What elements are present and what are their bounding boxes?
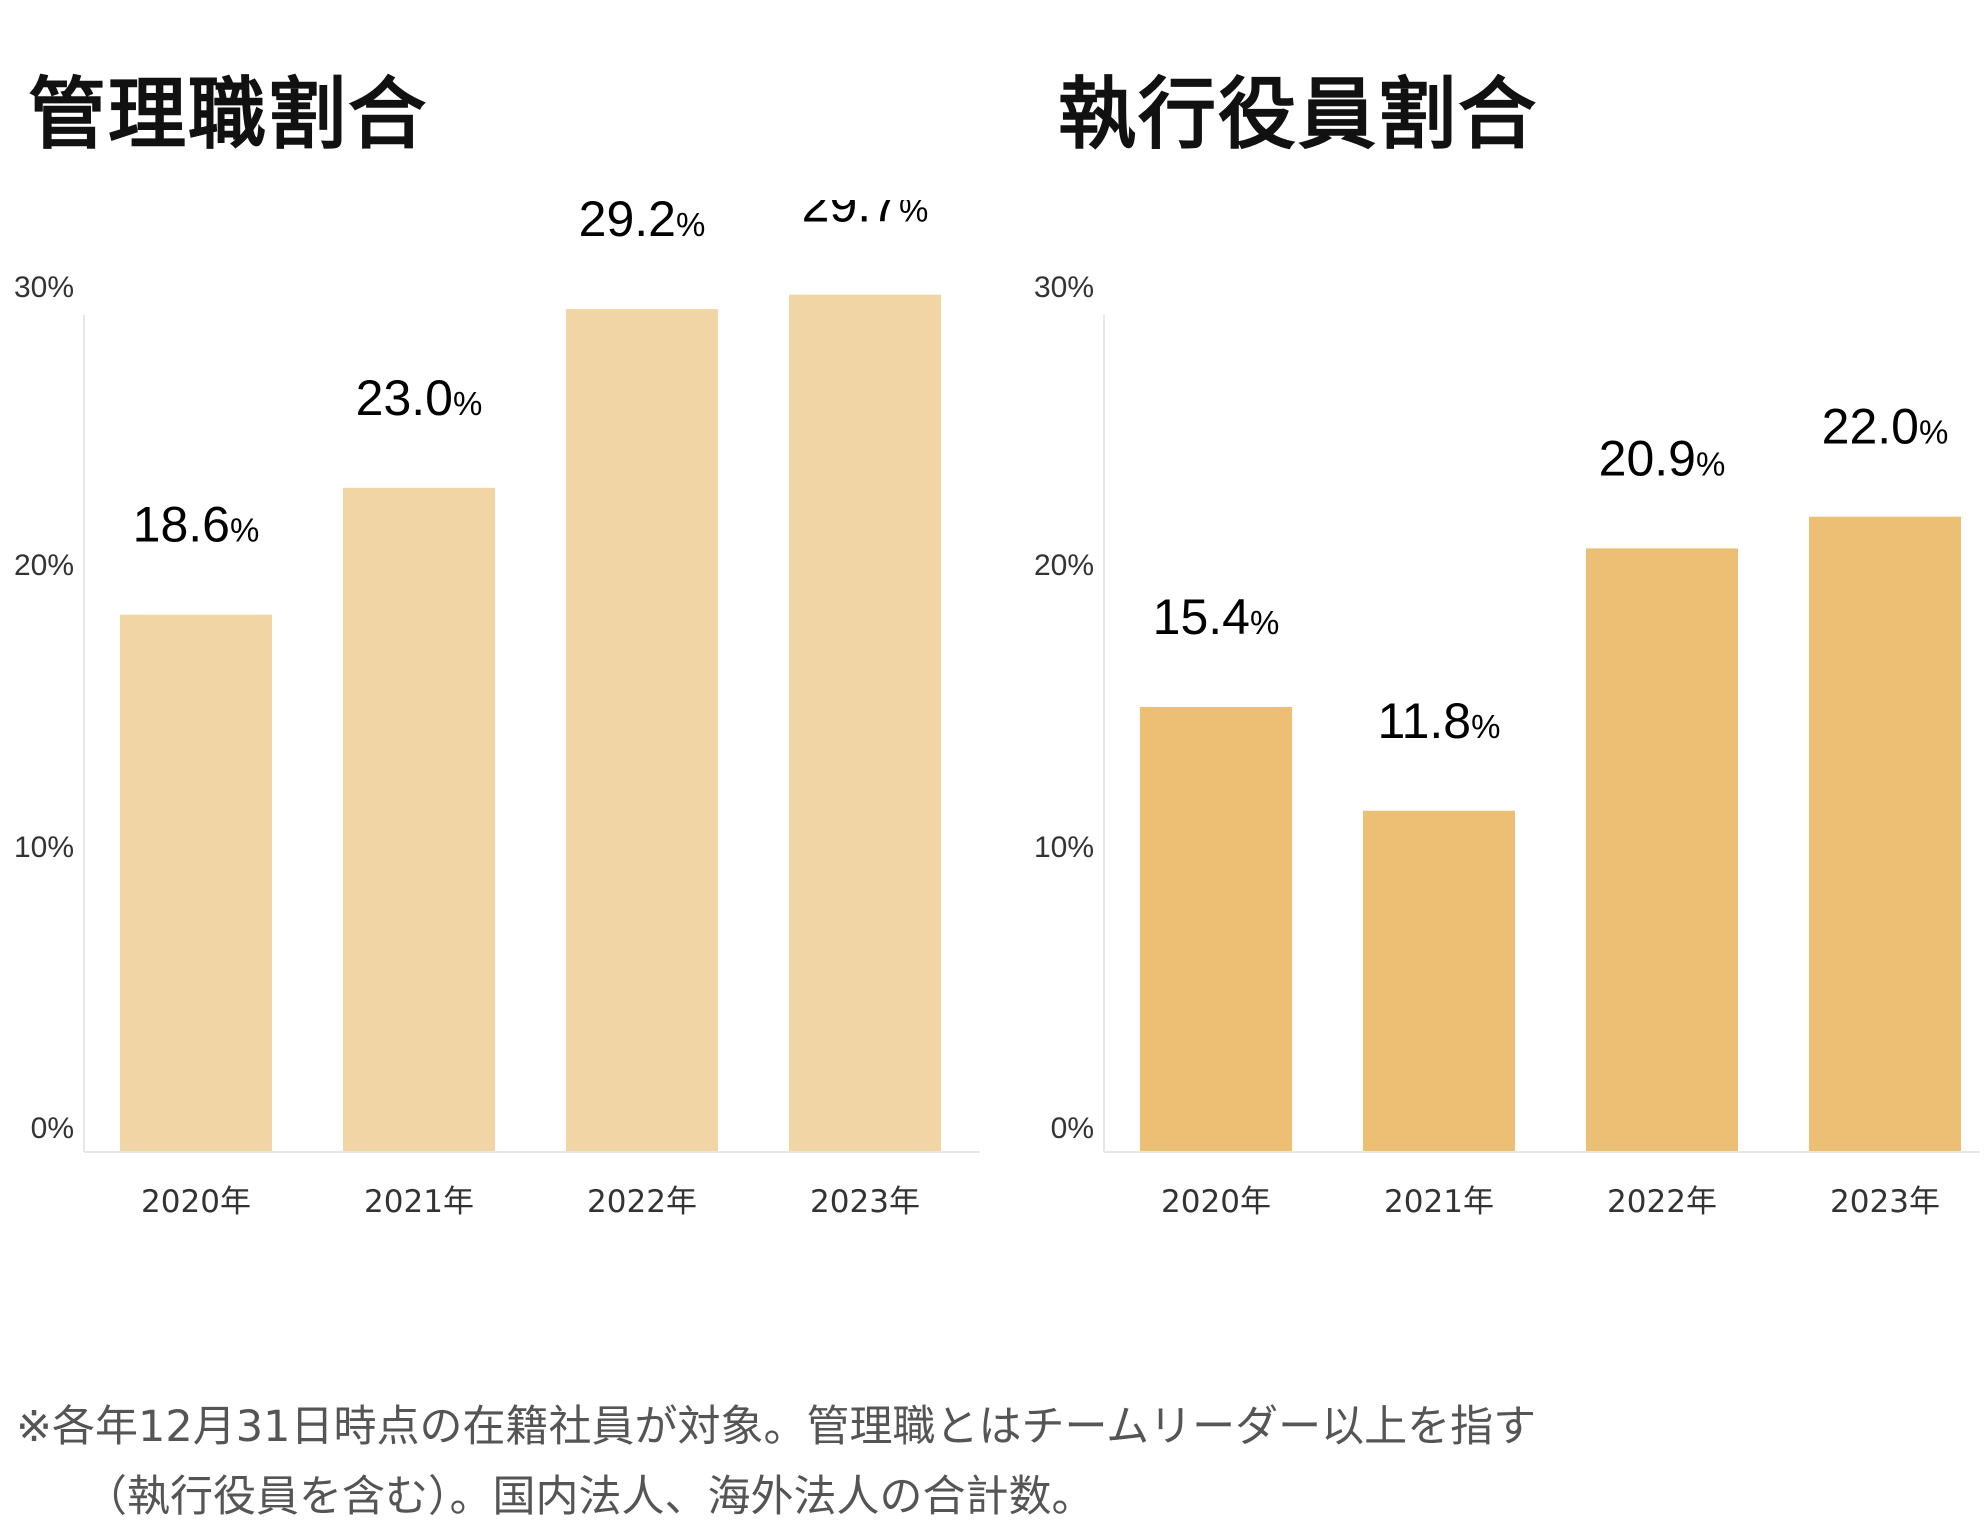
- executive-bar-3: [1809, 516, 1961, 1151]
- footnote-line-1: ※各年12月31日時点の在籍社員が対象。管理職とはチームリーダー以上を指す: [16, 1402, 1537, 1452]
- management-category-label-2: 2022年: [587, 1184, 697, 1220]
- footnote-line-2: （執行役員を含む）。国内法人、海外法人の合計数。: [84, 1472, 1095, 1522]
- management-bar-2: [566, 309, 718, 1151]
- management-y-tick-label: 30%: [14, 271, 74, 304]
- chart-title-executive: 執行役員割合: [1058, 70, 1539, 160]
- chart-title-management: 管理職割合: [28, 70, 429, 160]
- executive-y-tick-label: 30%: [1034, 271, 1094, 304]
- management-category-label-1: 2021年: [364, 1184, 474, 1220]
- executive-category-label-0: 2020年: [1161, 1184, 1271, 1220]
- executive-value-label-1: 11.8%: [1378, 693, 1501, 749]
- management-value-label-3: 29.7%: [802, 200, 929, 233]
- management-bar-3: [789, 294, 941, 1151]
- executive-ratio-chart: 0% 10% 20% 30% 15.4% 2020年 11.8% 2021年 20.9% 2022…: [1034, 271, 1980, 1220]
- management-value-label-0: 18.6%: [133, 497, 260, 553]
- executive-bar-0: [1140, 706, 1292, 1151]
- management-y-tick-label: 10%: [14, 831, 74, 864]
- executive-y-tick-label: 10%: [1034, 831, 1094, 864]
- executive-category-label-3: 2023年: [1830, 1184, 1940, 1220]
- management-value-label-1: 23.0%: [356, 370, 483, 426]
- executive-category-label-1: 2021年: [1384, 1184, 1494, 1220]
- management-category-label-0: 2020年: [141, 1184, 251, 1220]
- management-value-label-2: 29.2%: [579, 200, 706, 247]
- management-bar-1: [343, 487, 495, 1151]
- executive-bar-2: [1586, 548, 1738, 1151]
- management-bar-0: [120, 614, 272, 1151]
- executive-y-tick-label: 0%: [1051, 1112, 1094, 1145]
- executive-y-tick-label: 20%: [1034, 549, 1094, 582]
- management-y-tick-label: 0%: [31, 1112, 74, 1145]
- management-ratio-chart: 0% 10% 20% 30% 18.6% 2020年 23.0% 2021年 29.2% 2022…: [14, 200, 980, 1220]
- executive-category-label-2: 2022年: [1607, 1184, 1717, 1220]
- executive-value-label-2: 20.9%: [1599, 430, 1726, 486]
- management-y-tick-label: 20%: [14, 549, 74, 582]
- executive-value-label-0: 15.4%: [1153, 589, 1280, 645]
- executive-value-label-3: 22.0%: [1822, 399, 1949, 455]
- executive-bar-1: [1363, 810, 1515, 1151]
- management-category-label-3: 2023年: [810, 1184, 920, 1220]
